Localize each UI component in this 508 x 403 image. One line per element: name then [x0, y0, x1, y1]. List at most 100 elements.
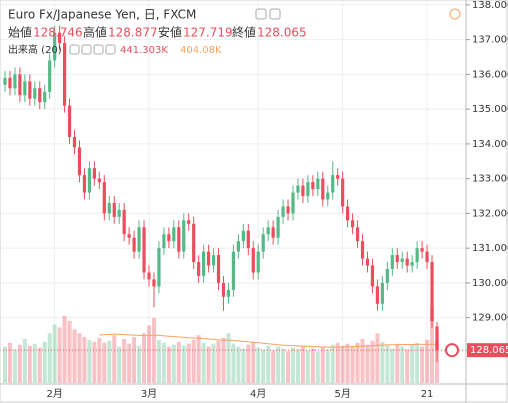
- alert-icon[interactable]: [449, 8, 461, 20]
- candle-body: [112, 202, 116, 217]
- volume-bar: [142, 333, 147, 383]
- volume-bar: [271, 350, 276, 383]
- candle-body: [216, 255, 221, 283]
- icon[interactable]: [93, 44, 104, 55]
- volume-bar: [310, 348, 315, 383]
- volume-bar: [246, 344, 251, 383]
- candle-body: [231, 251, 236, 290]
- y-tick-label: 138.000: [472, 0, 508, 11]
- volume-bar: [241, 348, 246, 383]
- icon[interactable]: [69, 44, 80, 55]
- volume-bar: [405, 349, 410, 383]
- x-tick-label: 2月: [46, 388, 62, 400]
- volume-bar: [156, 339, 161, 383]
- candle-body: [276, 216, 280, 238]
- volume-bar: [67, 320, 72, 383]
- volume-bar: [370, 340, 375, 383]
- close-label: 終値: [232, 25, 256, 40]
- candle-body: [236, 241, 240, 252]
- volume-bar: [261, 349, 266, 383]
- candle-body: [72, 136, 77, 148]
- volume-bar: [42, 341, 47, 383]
- volume-bar: [251, 341, 256, 383]
- candle-body: [8, 77, 12, 89]
- candle-body: [182, 220, 186, 252]
- icon[interactable]: [105, 44, 116, 55]
- volume-bar: [176, 341, 181, 383]
- volume-bar: [181, 345, 186, 383]
- candle-body: [286, 206, 290, 214]
- candle-body: [147, 272, 151, 280]
- volume-bar: [231, 343, 236, 383]
- volume-bar: [82, 337, 87, 383]
- candle-body: [202, 251, 206, 276]
- volume-bar: [335, 342, 340, 383]
- open-value: 128.746: [33, 26, 83, 40]
- volume-bar: [166, 346, 171, 383]
- candle-body: [266, 227, 270, 235]
- icon[interactable]: [269, 8, 281, 20]
- volume-bar: [226, 333, 231, 383]
- volume-bar: [281, 348, 286, 383]
- volume-bar: [57, 327, 62, 383]
- candle-body: [291, 192, 295, 214]
- candle-body: [226, 289, 231, 297]
- candle-body: [241, 230, 245, 242]
- volume-bar: [191, 339, 196, 383]
- volume-ma-line: [99, 333, 438, 348]
- candle-body: [13, 74, 17, 89]
- chart-title: Euro Fx/Japanese Yen, 日, FXCM: [8, 8, 196, 22]
- candle-body: [430, 262, 434, 322]
- candle-body: [92, 168, 96, 179]
- candle-body: [251, 248, 255, 273]
- candle-body: [142, 227, 146, 273]
- candle-body: [107, 202, 111, 214]
- candle-body: [3, 77, 7, 85]
- volume-bar: [12, 349, 17, 383]
- y-tick-label: 133.000: [472, 174, 508, 185]
- candle-body: [58, 32, 62, 44]
- scroll-icon[interactable]: [445, 343, 459, 358]
- y-tick-label: 134.000: [472, 139, 508, 150]
- icon[interactable]: [81, 44, 92, 55]
- candle-body: [23, 81, 27, 96]
- volume-bar: [216, 340, 221, 383]
- candle-body: [435, 326, 439, 351]
- volume-bar: [37, 347, 42, 383]
- candle-body: [187, 220, 191, 224]
- candle-body: [172, 227, 176, 242]
- volume-bar: [27, 345, 32, 383]
- candle-body: [360, 241, 365, 259]
- candle-body: [152, 279, 156, 287]
- volume-bar: [132, 337, 137, 383]
- candle-body: [177, 227, 181, 252]
- y-tick-label: 137.000: [472, 35, 508, 46]
- x-tick-label: 21: [421, 389, 434, 400]
- close-value: 128.065: [257, 26, 307, 40]
- volume-bar: [395, 343, 400, 383]
- volume-bar: [325, 349, 330, 383]
- volume-bar: [380, 341, 385, 383]
- y-tick-label: 130.000: [472, 278, 508, 289]
- volume-bar: [425, 339, 430, 383]
- volume-bar: [17, 344, 22, 383]
- candle-body: [53, 32, 57, 61]
- candle-body: [326, 192, 330, 200]
- candle-body: [137, 227, 141, 252]
- candle-body: [87, 168, 92, 193]
- candle-body: [341, 178, 345, 207]
- volume-bar: [7, 342, 12, 383]
- volume-bar: [295, 349, 300, 383]
- candle-body: [97, 178, 101, 183]
- volume-bar: [221, 337, 226, 383]
- volume-bar: [161, 342, 166, 383]
- candle-body: [62, 43, 67, 106]
- icon[interactable]: [255, 8, 267, 20]
- volume-bar: [107, 340, 112, 383]
- volume-bar: [52, 324, 57, 383]
- open-label: 始値: [8, 25, 32, 40]
- candle-body: [28, 81, 32, 99]
- volume-bar: [410, 344, 415, 383]
